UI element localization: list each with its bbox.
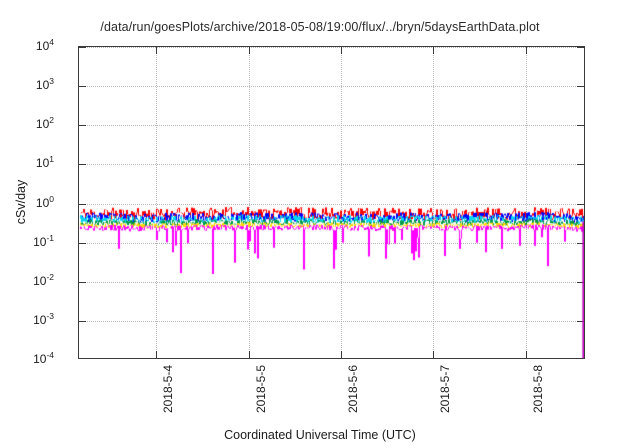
y-tick-label: 10-3	[33, 310, 54, 327]
x-tick-label: 2018-5-4	[161, 365, 176, 414]
x-tick-label: 2018-5-6	[346, 365, 361, 414]
plot-area	[78, 46, 585, 359]
x-tick-label: 2018-5-5	[253, 365, 268, 414]
y-tick-label: 103	[35, 76, 54, 93]
y-tick-label: 10-1	[33, 232, 54, 249]
x-axis-title: Coordinated Universal Time (UTC)	[224, 428, 416, 442]
x-tick-label: 2018-5-8	[530, 365, 545, 414]
x-tick-label: 2018-5-7	[438, 365, 453, 414]
data-series-canvas	[79, 47, 584, 358]
gridline-vertical	[584, 47, 585, 358]
y-tick-label: 101	[35, 154, 54, 171]
y-tick-label: 10-2	[33, 271, 54, 288]
y-tick-label: 102	[35, 115, 54, 132]
x-tick-mark	[584, 351, 585, 358]
y-tick-label: 10-4	[33, 350, 54, 366]
page-title: /data/run/goesPlots/archive/2018-05-08/1…	[100, 20, 540, 34]
y-tick-label: 104	[35, 37, 54, 53]
y-axis-title: cSv/day	[14, 179, 28, 225]
y-tick-label: 100	[35, 193, 54, 210]
x-tick-mark	[584, 47, 585, 54]
